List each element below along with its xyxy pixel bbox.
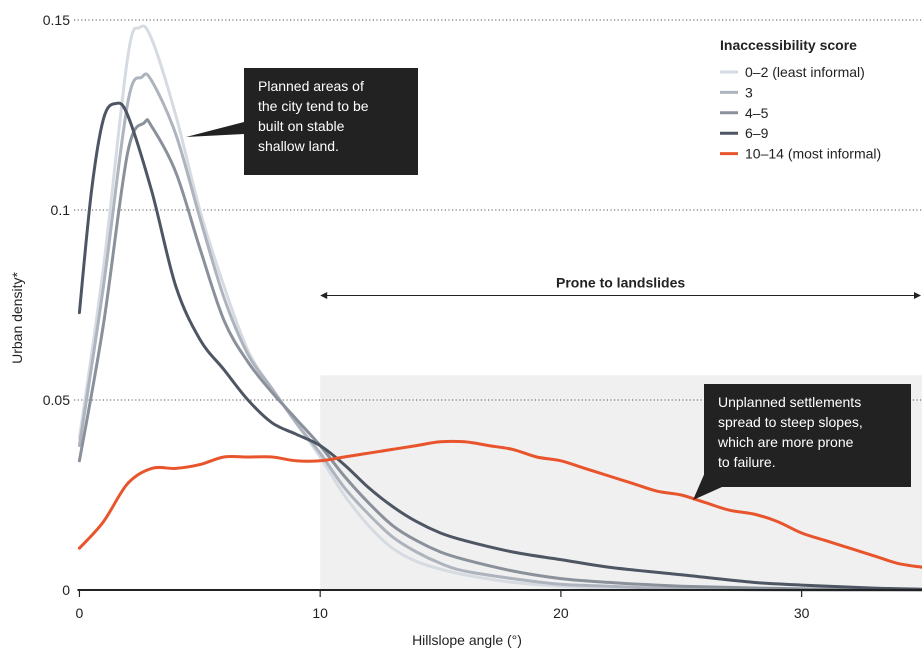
annotation-layer: Prone to landslides Planned areas of the c… [186,68,921,500]
y-tick-label: 0.05 [43,392,70,408]
legend-title: Inaccessibility score [720,37,857,53]
y-tick-label: 0.1 [51,202,71,218]
legend-label-0: 0–2 (least informal) [745,64,865,80]
y-tick-label: 0.15 [43,12,70,28]
x-tick-label: 20 [553,605,569,621]
axis-layer: 0 0.05 0.1 0.15 0 10 20 30 [43,12,922,621]
series-line-4 [77,439,922,569]
landslide-arrow-head-left [320,292,328,299]
x-axis-label: Hillslope angle (°) [412,632,522,648]
x-tick-label: 10 [312,605,328,621]
landslide-arrow-head-right [914,292,921,299]
legend: Inaccessibility score 0–2 (least informal… [720,37,881,162]
legend-label-1: 3 [745,84,753,100]
series-line-0 [77,24,922,592]
y-tick-label: 0 [62,582,70,598]
landslide-label: Prone to landslides [556,275,685,291]
series-line-2 [77,118,922,592]
planned-areas-callout-pointer [186,122,244,137]
planned-areas-callout-line: built on stable [258,118,345,134]
unplanned-settlements-callout-line: which are more prone [717,434,854,450]
planned-areas-callout-line: Planned areas of [258,78,364,94]
unplanned-settlements-callout-line: spread to steep slopes, [718,414,863,430]
y-axis-label: Urban density* [9,272,25,364]
x-tick-label: 0 [76,605,84,621]
planned-areas-callout: Planned areas of the city tend to be built… [186,68,418,175]
x-tick-label: 30 [794,605,810,621]
planned-areas-callout-line: shallow land. [258,138,339,154]
unplanned-settlements-callout-box [704,384,911,487]
series-line-3 [77,101,922,591]
legend-label-3: 6–9 [745,125,769,141]
series-line-1 [77,72,922,592]
legend-label-2: 4–5 [745,105,769,121]
unplanned-settlements-callout-line: Unplanned settlements [718,394,861,410]
unplanned-settlements-callout-line: to failure. [718,454,776,470]
planned-areas-callout-line: the city tend to be [258,98,369,114]
legend-label-4: 10–14 (most informal) [745,146,881,162]
series-layer [77,24,922,592]
unplanned-settlements-callout: Unplanned settlements spread to steep slo… [693,384,911,500]
planned-areas-callout-box [244,68,418,175]
